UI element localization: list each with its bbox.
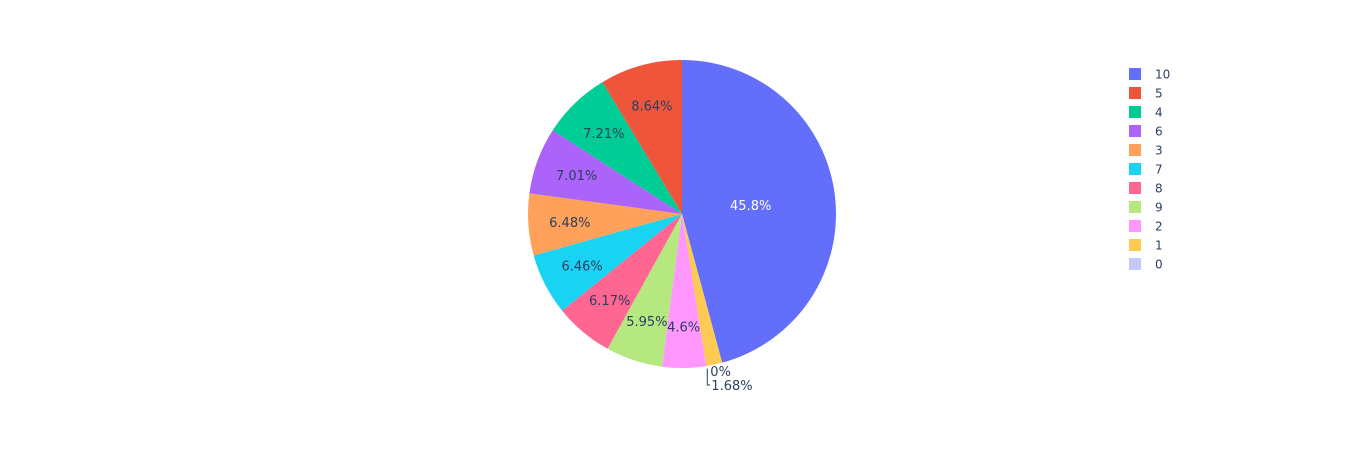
pie-slices <box>527 59 837 369</box>
legend-swatch-0 <box>1129 258 1141 270</box>
legend-item-6[interactable]: 6 <box>1129 125 1163 139</box>
pie-slice-3[interactable] <box>527 193 682 256</box>
legend-label-6: 6 <box>1155 125 1163 139</box>
slice-label-3: 6.48% <box>549 216 590 231</box>
slice-label-9: 5.95% <box>626 315 667 330</box>
legend-item-2[interactable]: 2 <box>1129 220 1163 234</box>
legend-item-1[interactable]: 1 <box>1129 239 1163 253</box>
legend-item-3[interactable]: 3 <box>1129 144 1163 158</box>
legend-label-5: 5 <box>1155 87 1163 101</box>
legend-item-4[interactable]: 4 <box>1129 106 1163 120</box>
legend-label-8: 8 <box>1155 182 1163 196</box>
pie-slice-6[interactable] <box>529 130 682 214</box>
legend-item-5[interactable]: 5 <box>1129 87 1163 101</box>
slice-label-8: 6.17% <box>589 294 630 309</box>
legend-label-4: 4 <box>1155 106 1163 120</box>
pie-slice-4[interactable] <box>552 82 682 214</box>
legend-item-8[interactable]: 8 <box>1129 182 1163 196</box>
slice-label-7: 6.46% <box>561 260 602 275</box>
legend-swatch-6 <box>1129 125 1141 137</box>
slice-label-6: 7.01% <box>556 169 597 184</box>
leader-line-1 <box>706 368 711 386</box>
legend-label-3: 3 <box>1155 144 1163 158</box>
pie-slice-2[interactable] <box>661 214 707 369</box>
legend-swatch-5 <box>1129 87 1141 99</box>
pie-labels: 45.8% 4.6%5.95% 6.17% 6.46% 6.48% 7.01% 7.21% 8… <box>549 100 771 394</box>
slice-label-0: 0% <box>710 365 731 380</box>
legend-swatch-2 <box>1129 220 1141 232</box>
legend-label-10: 10 <box>1155 68 1170 82</box>
pie-slice-5[interactable] <box>602 59 682 214</box>
legend-label-2: 2 <box>1155 220 1163 234</box>
pie-slice-7[interactable] <box>533 214 682 311</box>
legend-item-7[interactable]: 7 <box>1129 163 1163 177</box>
legend-swatch-3 <box>1129 144 1141 156</box>
slice-label-4: 7.21% <box>583 127 624 142</box>
slice-label-2: 4.6% <box>667 320 700 335</box>
legend-swatch-4 <box>1129 106 1141 118</box>
legend-label-9: 9 <box>1155 201 1163 215</box>
legend-item-0[interactable]: 0 <box>1129 258 1163 272</box>
legend-item-10[interactable]: 10 <box>1129 68 1170 82</box>
slice-label-1: 1.68% <box>711 379 752 394</box>
slice-label-5: 8.64% <box>631 100 672 115</box>
legend-label-0: 0 <box>1155 258 1163 272</box>
slice-label-10: 45.8% <box>730 199 771 214</box>
legend-label-7: 7 <box>1155 163 1163 177</box>
legend-label-1: 1 <box>1155 239 1163 253</box>
legend-swatch-9 <box>1129 201 1141 213</box>
legend-swatch-1 <box>1129 239 1141 251</box>
legend-swatch-7 <box>1129 163 1141 175</box>
pie-slice-8[interactable] <box>562 214 682 349</box>
legend-swatch-8 <box>1129 182 1141 194</box>
legend-swatch-10 <box>1129 68 1141 80</box>
legend-item-9[interactable]: 9 <box>1129 201 1163 215</box>
pie-slice-10[interactable] <box>682 59 837 363</box>
pie-slice-9[interactable] <box>607 214 682 367</box>
pie-slice-1[interactable] <box>682 214 723 367</box>
